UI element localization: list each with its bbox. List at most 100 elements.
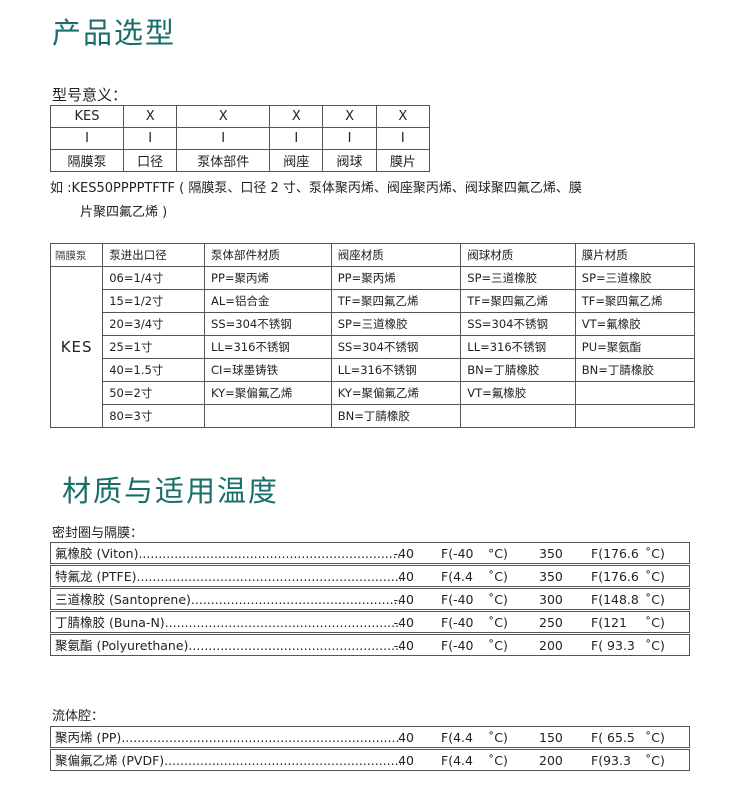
- table-cell: 40=1.5寸: [102, 358, 206, 382]
- table-cell: [204, 404, 332, 428]
- table-cell: [574, 381, 696, 405]
- temperature-row: 聚偏氟乙烯 (PVDF)40 F(4.4 ˚C) 200 F(93.3 ˚C): [50, 749, 690, 771]
- table-cell: BN=丁腈橡胶: [574, 358, 696, 382]
- min-c: F(-40: [441, 592, 474, 607]
- unit-c: ˚C): [645, 615, 665, 630]
- temperature-row: 特氟龙 (PTFE)40 F(4.4 ˚C) 350 F(176.6 ˚C): [50, 565, 690, 587]
- max-f: 250: [539, 615, 563, 630]
- min-f: -40: [393, 592, 414, 607]
- unit-c: ˚C): [645, 730, 665, 745]
- table-cell: SP=三道橡胶: [574, 266, 696, 290]
- example-line-2: 片聚四氟乙烯 ): [80, 205, 168, 220]
- model-cell: X: [176, 105, 271, 128]
- table-cell: PP=聚丙烯: [330, 266, 462, 290]
- table-cell: SS=304不锈钢: [204, 312, 332, 336]
- table-cell: 50=2寸: [102, 381, 206, 405]
- min-f: 40: [398, 753, 414, 768]
- unit-c: ˚C): [645, 569, 665, 584]
- temperature-row: 丁腈橡胶 (Buna-N)-40 F(-40 ˚C) 250 F(121 ˚C): [50, 611, 690, 633]
- min-f: 40: [398, 730, 414, 745]
- unit-c: ˚C): [488, 753, 508, 768]
- section-title-material-temperature: 材质与适用温度: [62, 474, 280, 508]
- unit-c: ˚C): [488, 615, 508, 630]
- unit-c: ˚C): [488, 569, 508, 584]
- table-cell: LL=316不锈钢: [204, 335, 332, 359]
- table-row: KES 06=1/4寸 PP=聚丙烯 PP=聚丙烯 SP=三道橡胶 SP=三道橡胶: [49, 266, 696, 428]
- unit-c: ˚C): [645, 753, 665, 768]
- header-cell: 隔膜泵: [49, 243, 104, 267]
- table-cell: TF=聚四氟乙烯: [574, 289, 696, 313]
- model-cell: X: [123, 105, 178, 128]
- max-c: F(93.3: [591, 753, 631, 768]
- max-c: F(121: [591, 615, 627, 630]
- model-cell: I: [375, 127, 431, 150]
- model-cell: 阀座: [269, 149, 324, 172]
- model-code-table: KES X X X X X I I I I I I 隔膜泵 口径 泵体部件 阀座 阀球 膜片: [49, 105, 431, 172]
- table-cell: BN=丁腈橡胶: [330, 404, 462, 428]
- material-name: 聚偏氟乙烯 (PVDF): [55, 750, 401, 771]
- max-f: 200: [539, 638, 563, 653]
- unit-c: ˚C): [645, 592, 665, 607]
- fluid-label: 流体腔：: [52, 709, 105, 724]
- header-cell: 泵进出口径: [102, 243, 206, 267]
- max-c: F(148.8: [591, 592, 639, 607]
- table-row: 20=3/4寸 SS=304不锈钢 SP=三道橡胶 SS=304不锈钢 VT=氟橡胶: [51, 312, 696, 336]
- table-cell: [574, 404, 696, 428]
- material-name: 聚氨酯 (Polyurethane): [55, 635, 401, 656]
- model-cell: I: [49, 127, 125, 150]
- model-cell: 阀球: [322, 149, 377, 172]
- min-c: F(-40: [441, 615, 474, 630]
- unit-c: ˚C): [488, 638, 508, 653]
- model-cell: I: [123, 127, 178, 150]
- header-cell: 阀球材质: [460, 243, 576, 267]
- max-c: F( 93.3: [591, 638, 635, 653]
- table-row: 25=1寸 LL=316不锈钢 SS=304不锈钢 LL=316不锈钢 PU=聚氨酯: [51, 335, 696, 359]
- table-row: 50=2寸 KY=聚偏氟乙烯 KY=聚偏氟乙烯 VT=氟橡胶: [51, 381, 696, 405]
- table-cell: [460, 404, 576, 428]
- model-cell: X: [375, 105, 431, 128]
- example-line-1: 如 :KES50PPPPTFTF ( 隔膜泵、口径 2 寸、泵体聚丙烯、阀座聚丙…: [50, 181, 582, 196]
- table-cell: PU=聚氨酯: [574, 335, 696, 359]
- model-cell: X: [269, 105, 324, 128]
- table-cell: CI=球墨铸铁: [204, 358, 332, 382]
- unit-c: ˚C): [645, 638, 665, 653]
- min-c: F(4.4: [441, 569, 473, 584]
- table-cell: TF=聚四氟乙烯: [460, 289, 576, 313]
- header-cell: 阀座材质: [330, 243, 462, 267]
- unit-c: ˚C): [488, 592, 508, 607]
- min-c: F(4.4: [441, 753, 473, 768]
- section-title-product-selection: 产品选型: [52, 16, 177, 50]
- table-cell: LL=316不锈钢: [460, 335, 576, 359]
- max-f: 300: [539, 592, 563, 607]
- material-name: 丁腈橡胶 (Buna-N): [55, 612, 401, 633]
- max-f: 200: [539, 753, 563, 768]
- temperature-row: 氟橡胶 (Viton)-40 F(-40 °C) 350 F(176.6 ˚C): [50, 542, 690, 564]
- unit-c: ˚C): [645, 546, 665, 561]
- table-row: 40=1.5寸 CI=球墨铸铁 LL=316不锈钢 BN=丁腈橡胶 BN=丁腈橡胶: [51, 358, 696, 382]
- table-cell: VT=氟橡胶: [574, 312, 696, 336]
- table-cell: BN=丁腈橡胶: [460, 358, 576, 382]
- header-cell: 泵体部件材质: [204, 243, 332, 267]
- model-cell: I: [322, 127, 377, 150]
- model-cell: 口径: [123, 149, 178, 172]
- table-cell: SS=304不锈钢: [330, 335, 462, 359]
- model-cell: KES: [49, 105, 125, 128]
- table-cell: 20=3/4寸: [102, 312, 206, 336]
- min-c: F(4.4: [441, 730, 473, 745]
- table-cell: VT=氟橡胶: [460, 381, 576, 405]
- max-f: 350: [539, 546, 563, 561]
- material-name: 聚丙烯 (PP): [55, 727, 401, 748]
- min-f: -40: [393, 546, 414, 561]
- table-cell: 15=1/2寸: [102, 289, 206, 313]
- table-cell: SP=三道橡胶: [330, 312, 462, 336]
- table-row: 80=3寸 BN=丁腈橡胶: [51, 404, 696, 428]
- min-c: F(-40: [441, 638, 474, 653]
- table-cell: 06=1/4寸: [102, 266, 206, 290]
- table-cell: KY=聚偏氟乙烯: [204, 381, 332, 405]
- table-cell: 25=1寸: [102, 335, 206, 359]
- table-cell: 80=3寸: [102, 404, 206, 428]
- material-name: 三道橡胶 (Santoprene): [55, 589, 401, 610]
- unit-c: ˚C): [488, 730, 508, 745]
- max-c: F( 65.5: [591, 730, 635, 745]
- model-meaning-label: 型号意义：: [52, 86, 128, 104]
